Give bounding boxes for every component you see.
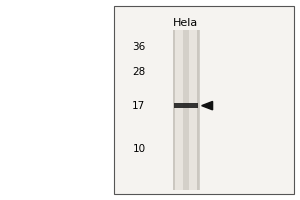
FancyBboxPatch shape bbox=[174, 103, 198, 108]
FancyBboxPatch shape bbox=[183, 30, 189, 190]
FancyBboxPatch shape bbox=[197, 30, 200, 190]
Text: 28: 28 bbox=[132, 67, 146, 77]
Polygon shape bbox=[202, 101, 213, 110]
Text: 17: 17 bbox=[132, 101, 146, 111]
FancyBboxPatch shape bbox=[114, 6, 294, 194]
Text: 36: 36 bbox=[132, 42, 146, 52]
Text: Hela: Hela bbox=[173, 18, 199, 28]
Text: 10: 10 bbox=[132, 144, 146, 154]
FancyBboxPatch shape bbox=[172, 30, 200, 190]
FancyBboxPatch shape bbox=[172, 30, 175, 190]
